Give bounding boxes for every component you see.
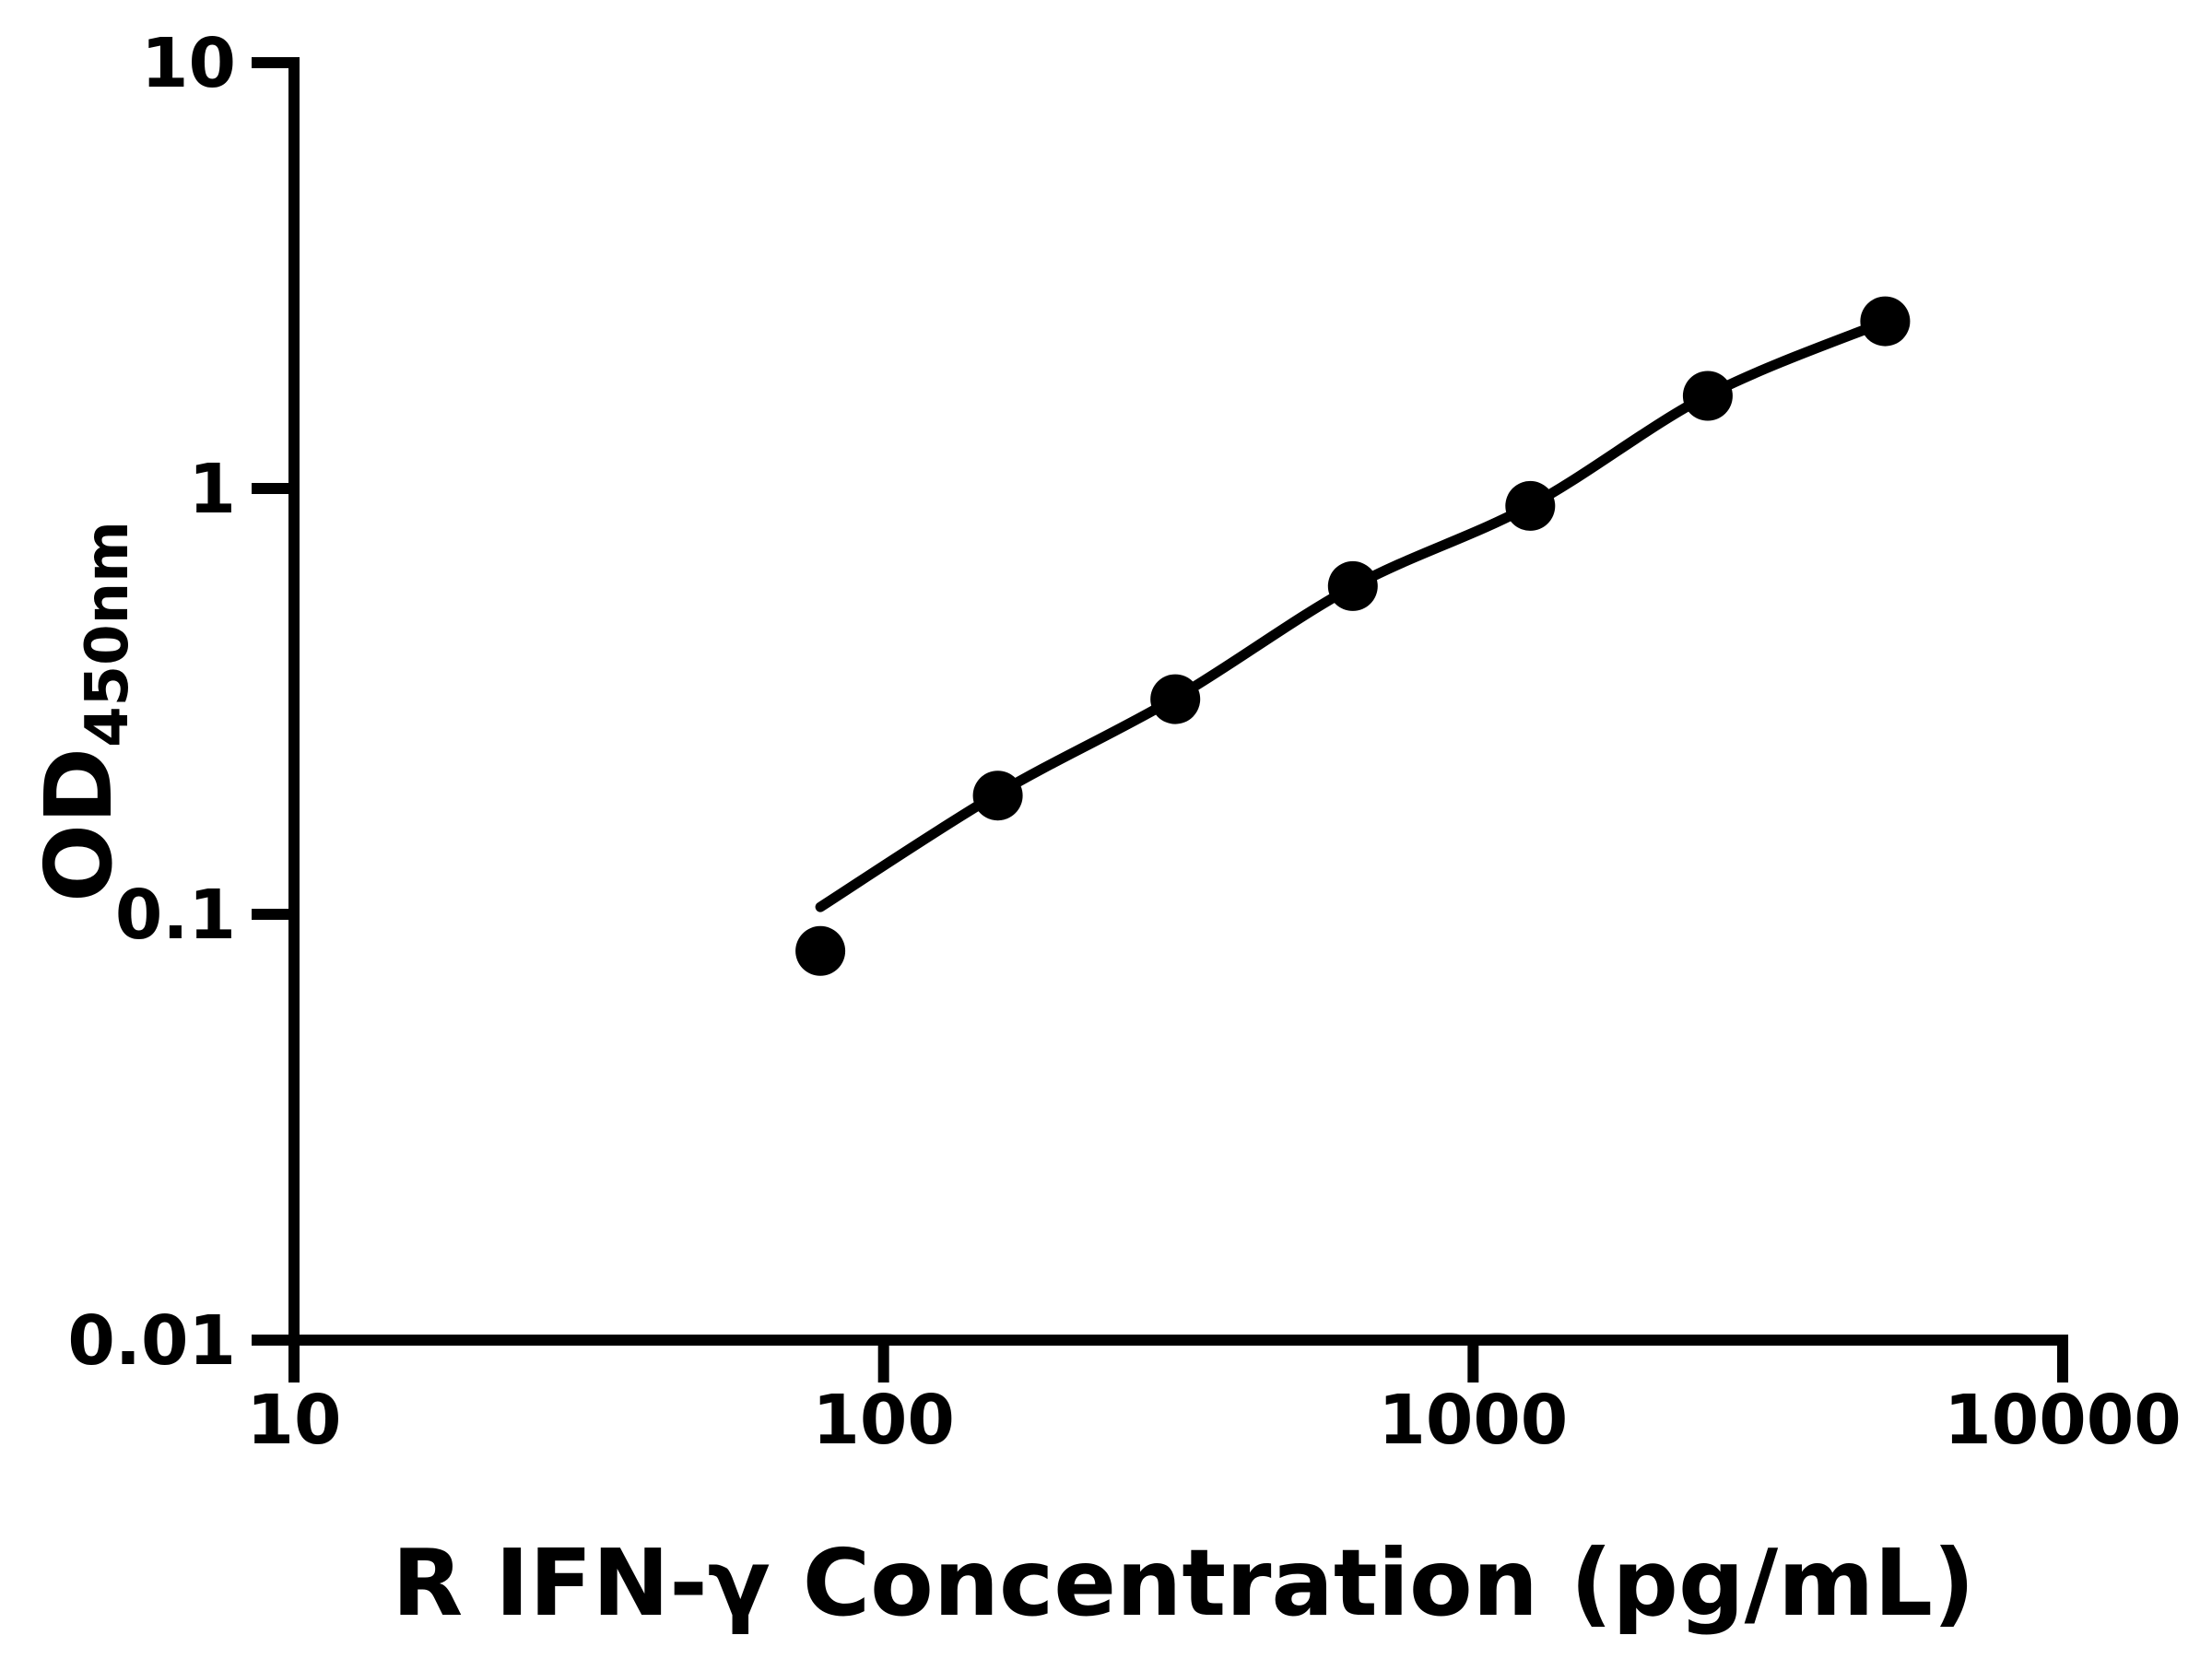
- data-point-marker: [795, 925, 846, 976]
- data-point-marker: [1150, 674, 1201, 724]
- data-point-marker: [1327, 560, 1378, 611]
- x-axis-tick-label: 100: [812, 1381, 954, 1460]
- x-axis-tick-label: 10000: [1944, 1381, 2181, 1460]
- x-axis-tick-label: 10: [247, 1381, 342, 1460]
- data-point-marker: [1505, 480, 1556, 531]
- y-axis-tick-label: 0.01: [67, 1301, 236, 1381]
- y-axis-title: OD450nm: [25, 521, 142, 902]
- y-axis-title-subscript: 450nm: [74, 521, 142, 747]
- data-point-marker: [1682, 371, 1733, 421]
- x-axis-tick-label: 1000: [1378, 1381, 1568, 1460]
- y-axis-tick-label: 1: [189, 450, 237, 529]
- data-point-marker: [972, 771, 1023, 821]
- x-axis-title: R IFN-γ Concentration (pg/mL): [392, 1529, 1974, 1637]
- y-axis-tick-label: 0.1: [115, 876, 236, 955]
- data-point-marker: [1860, 296, 1911, 347]
- y-axis-title-main: OD: [25, 747, 133, 902]
- y-axis-tick-label: 10: [141, 24, 236, 103]
